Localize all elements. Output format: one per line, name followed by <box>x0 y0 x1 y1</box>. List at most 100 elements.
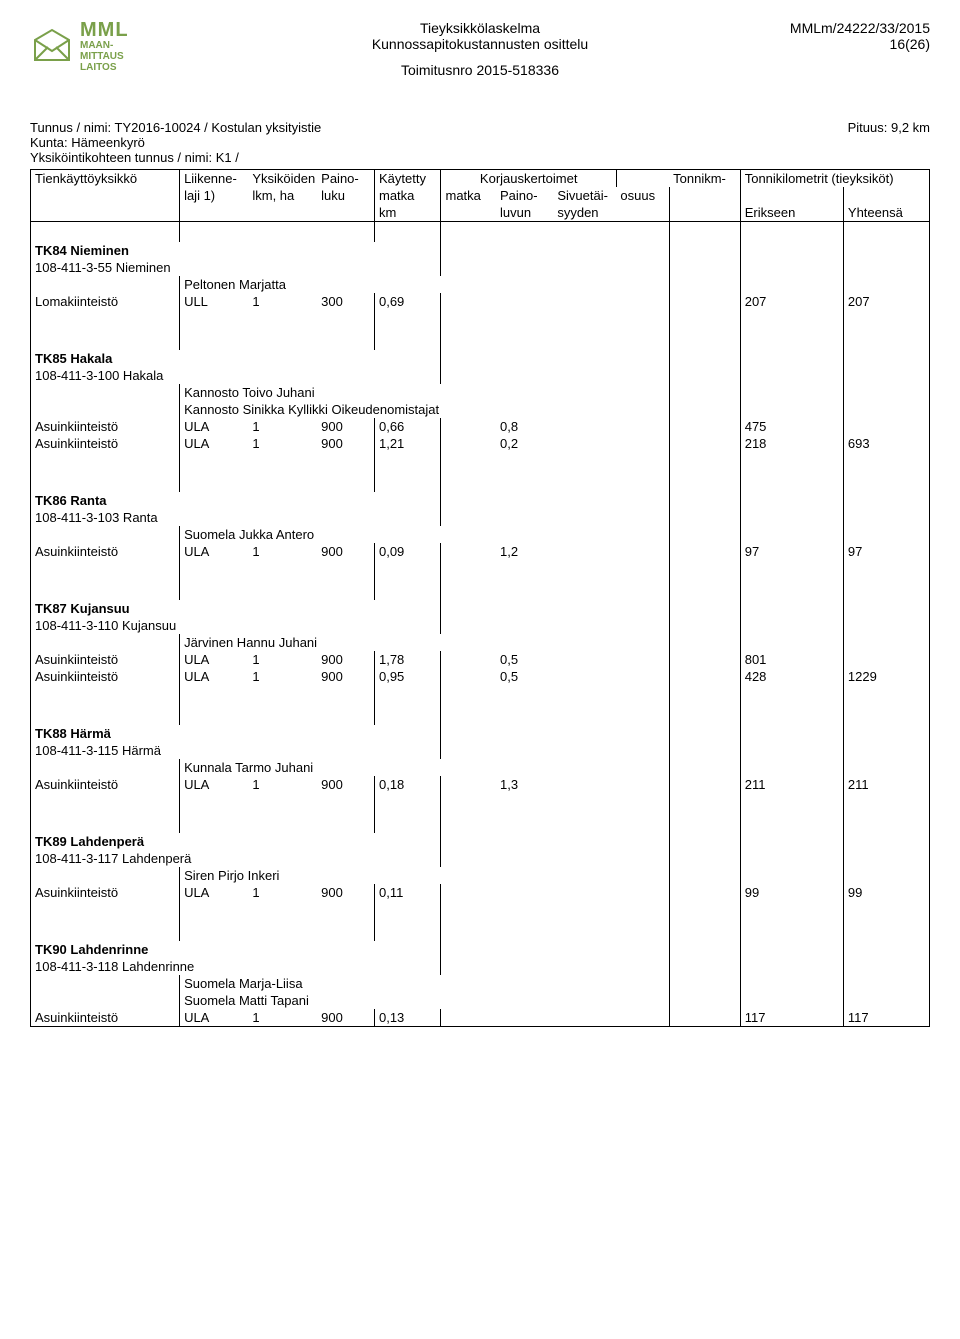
cell <box>669 418 740 435</box>
property-id: 108-411-3-100 Hakala <box>31 367 375 384</box>
data-row: AsuinkiinteistöULA19001,210,2218693 <box>31 435 930 452</box>
cell: 1 <box>248 1009 317 1027</box>
title-1: Tieyksikkölaskelma <box>372 20 588 36</box>
cell <box>553 543 616 560</box>
th-matka2: matka <box>441 187 496 204</box>
cell <box>843 651 929 668</box>
cell <box>669 668 740 685</box>
cell: 218 <box>740 435 843 452</box>
cell <box>616 435 669 452</box>
cell <box>843 418 929 435</box>
cell: 97 <box>740 543 843 560</box>
cell: Asuinkiinteistö <box>31 776 180 793</box>
cell: 0,66 <box>374 418 441 435</box>
cell <box>669 543 740 560</box>
cell <box>616 418 669 435</box>
spacer-row <box>31 793 930 813</box>
cell <box>441 543 496 560</box>
cell: 0,5 <box>496 651 553 668</box>
owner-name: Suomela Jukka Antero <box>180 526 617 543</box>
data-row: AsuinkiinteistöULA19000,119999 <box>31 884 930 901</box>
th-tonnikilometrit: Tonnikilometrit (tieyksiköt) <box>740 170 929 188</box>
property-id: 108-411-3-55 Nieminen <box>31 259 375 276</box>
property-id: 108-411-3-115 Härmä <box>31 742 375 759</box>
cell <box>553 435 616 452</box>
cell: 1 <box>248 668 317 685</box>
property-row: 108-411-3-55 Nieminen <box>31 259 930 276</box>
cell <box>496 1009 553 1027</box>
th-luku: luku <box>317 187 374 204</box>
cell <box>441 435 496 452</box>
data-row: AsuinkiinteistöULA19000,091,29797 <box>31 543 930 560</box>
cell: 1 <box>248 293 317 310</box>
cell <box>616 293 669 310</box>
logo-sub-1: MITTAUS <box>80 51 129 62</box>
cell: 0,8 <box>496 418 553 435</box>
cell: 207 <box>843 293 929 310</box>
th-tonnikm: Tonnikm- <box>669 170 740 188</box>
cell: Asuinkiinteistö <box>31 884 180 901</box>
cell: 211 <box>843 776 929 793</box>
cell: 900 <box>317 776 374 793</box>
cell: 0,2 <box>496 435 553 452</box>
owner-name: Peltonen Marjatta <box>180 276 617 293</box>
spacer-row <box>31 580 930 600</box>
th-r2-empty2 <box>669 187 740 204</box>
cell: Asuinkiinteistö <box>31 651 180 668</box>
property-row: 108-411-3-100 Hakala <box>31 367 930 384</box>
owner-row: Kunnala Tarmo Juhani <box>31 759 930 776</box>
logo: MML MAAN- MITTAUS LAITOS <box>30 20 129 73</box>
th-r3-empty3 <box>248 204 317 222</box>
intro-tunnus: Tunnus / nimi: TY2016-10024 / Kostulan y… <box>30 120 321 135</box>
th-sivuetai: Sivuetäi- <box>553 187 616 204</box>
cell <box>441 884 496 901</box>
cell <box>616 651 669 668</box>
cell <box>616 668 669 685</box>
table-head: Tienkäyttöyksikkö Liikenne- Yksiköiden P… <box>31 170 930 222</box>
cell: 1,2 <box>496 543 553 560</box>
cell <box>441 668 496 685</box>
spacer-row <box>31 705 930 725</box>
th-yksikoiden: Yksiköiden <box>248 170 317 188</box>
property-row: 108-411-3-103 Ranta <box>31 509 930 526</box>
cell <box>616 776 669 793</box>
th-r3-empty4 <box>317 204 374 222</box>
tk-code: TK90 Lahdenrinne <box>31 941 375 958</box>
th-r2-empty4 <box>843 187 929 204</box>
cell: 0,13 <box>374 1009 441 1027</box>
title-3: Toimitusnro 2015-518336 <box>372 62 588 78</box>
title-2: Kunnossapitokustannusten osittelu <box>372 36 588 52</box>
th-matka: matka <box>374 187 441 204</box>
th-laji: laji 1) <box>180 187 249 204</box>
cell <box>441 651 496 668</box>
property-id: 108-411-3-110 Kujansuu <box>31 617 375 634</box>
header: MML MAAN- MITTAUS LAITOS Tieyksikkölaske… <box>30 20 930 100</box>
owner-name: Järvinen Hannu Juhani <box>180 634 617 651</box>
cell: 0,95 <box>374 668 441 685</box>
owner-row: Peltonen Marjatta <box>31 276 930 293</box>
spacer-row <box>31 330 930 350</box>
cell <box>669 884 740 901</box>
cell <box>441 776 496 793</box>
cell: 0,5 <box>496 668 553 685</box>
cell: Asuinkiinteistö <box>31 418 180 435</box>
tk-code: TK89 Lahdenperä <box>31 833 375 850</box>
th-kaytetty: Käytetty <box>374 170 441 188</box>
cell: 1 <box>248 418 317 435</box>
owner-name: Kannosto Toivo Juhani <box>180 384 617 401</box>
tk-header-row: TK85 Hakala <box>31 350 930 367</box>
cell <box>616 884 669 901</box>
th-r3-empty5 <box>441 204 496 222</box>
cell <box>669 1009 740 1027</box>
property-id: 108-411-3-117 Lahdenperä <box>31 850 375 867</box>
owner-row: Suomela Marja-Liisa <box>31 975 930 992</box>
owner-name: Kannosto Sinikka Kyllikki Oikeudenomista… <box>180 401 617 418</box>
th-empty <box>616 170 669 188</box>
logo-envelope-icon <box>30 25 74 69</box>
cell: 0,18 <box>374 776 441 793</box>
cell: 900 <box>317 1009 374 1027</box>
cell: ULA <box>180 418 249 435</box>
spacer-row <box>31 472 930 492</box>
cell: 900 <box>317 884 374 901</box>
table-body: TK84 Nieminen108-411-3-55 NieminenPelton… <box>31 222 930 1027</box>
